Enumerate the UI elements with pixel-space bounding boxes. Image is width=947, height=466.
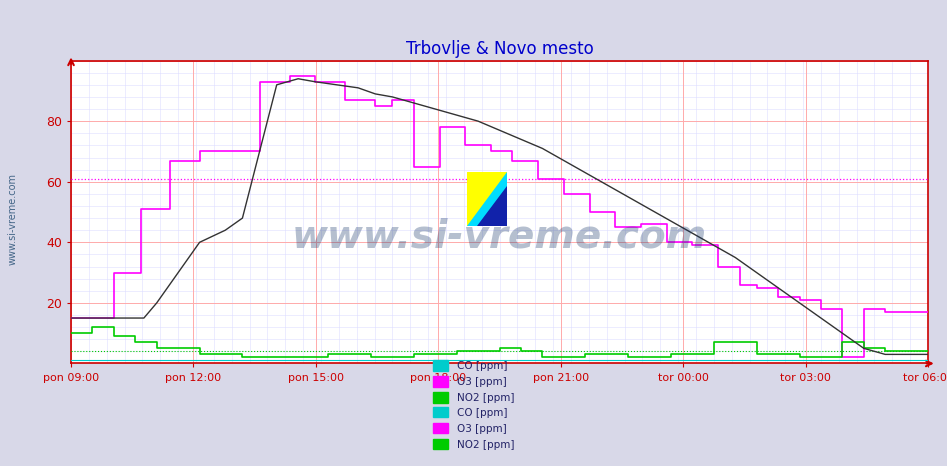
Text: www.si-vreme.com: www.si-vreme.com xyxy=(292,217,707,255)
Legend: CO [ppm], O3 [ppm], NO2 [ppm]: CO [ppm], O3 [ppm], NO2 [ppm] xyxy=(429,403,518,454)
Polygon shape xyxy=(477,186,507,226)
Title: Trbovlje & Novo mesto: Trbovlje & Novo mesto xyxy=(405,40,594,58)
Legend: CO [ppm], O3 [ppm], NO2 [ppm]: CO [ppm], O3 [ppm], NO2 [ppm] xyxy=(429,356,518,407)
Text: www.si-vreme.com: www.si-vreme.com xyxy=(8,173,17,265)
Polygon shape xyxy=(467,172,507,226)
Polygon shape xyxy=(467,172,507,226)
